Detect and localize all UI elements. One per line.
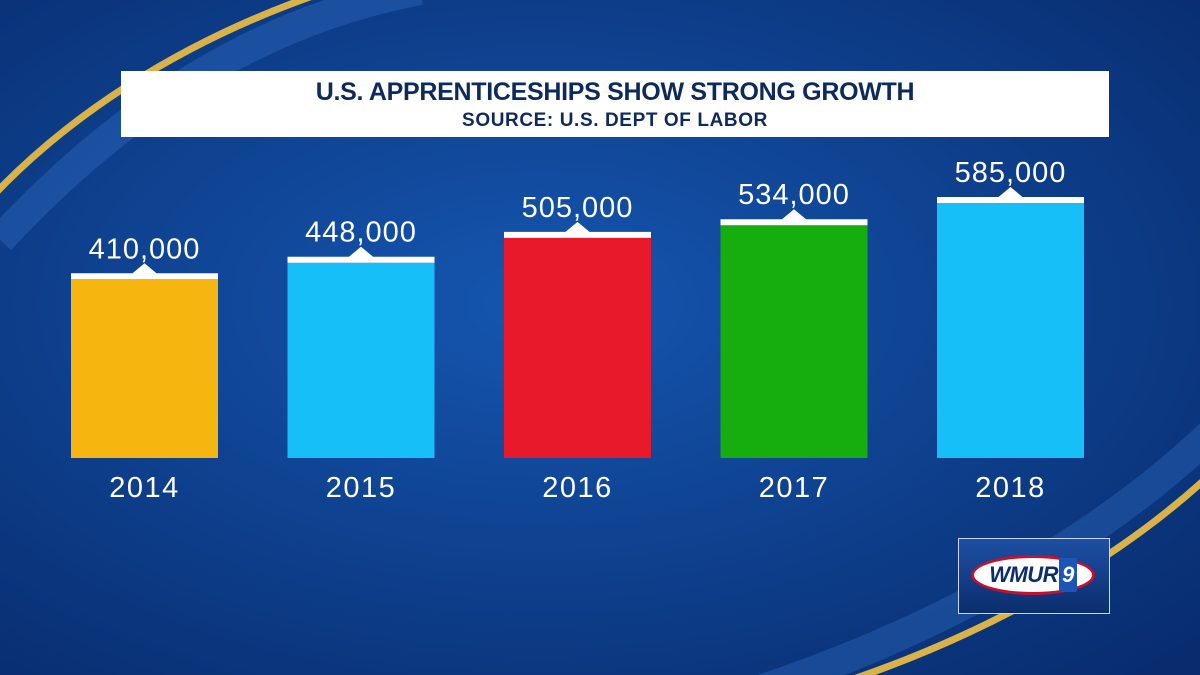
bar-2015 xyxy=(287,262,435,458)
bar-cap-2016 xyxy=(504,221,651,238)
bar-cap-2015 xyxy=(287,246,435,263)
logo-number: 9 xyxy=(1059,558,1077,592)
value-label-2015: 448,000 xyxy=(305,217,417,249)
logo-text: WMUR xyxy=(989,562,1059,587)
bar-2018 xyxy=(937,203,1084,458)
category-label-2017: 2017 xyxy=(759,472,830,504)
category-label-2014: 2014 xyxy=(109,472,180,504)
station-logo: WMUR 9 xyxy=(958,538,1110,614)
category-label-2016: 2016 xyxy=(542,472,613,504)
bar-cap-2017 xyxy=(720,209,868,226)
bar-cap-2014 xyxy=(71,263,218,280)
value-label-2017: 534,000 xyxy=(738,179,850,211)
title-banner: U.S. APPRENTICESHIPS SHOW STRONG GROWTH … xyxy=(121,71,1109,137)
bar-2017 xyxy=(720,225,868,458)
category-label-2015: 2015 xyxy=(326,472,397,504)
category-label-2018: 2018 xyxy=(975,472,1046,504)
value-label-2016: 505,000 xyxy=(522,192,634,224)
bar-2014 xyxy=(71,279,218,458)
value-label-2018: 585,000 xyxy=(955,157,1067,189)
chart-source: SOURCE: U.S. DEPT OF LABOR xyxy=(462,110,768,131)
bar-2016 xyxy=(504,237,651,458)
chart-title: U.S. APPRENTICESHIPS SHOW STRONG GROWTH xyxy=(315,78,915,106)
logo-oval: WMUR 9 xyxy=(971,555,1095,595)
bar-cap-2018 xyxy=(937,187,1084,203)
value-label-2014: 410,000 xyxy=(89,233,201,265)
